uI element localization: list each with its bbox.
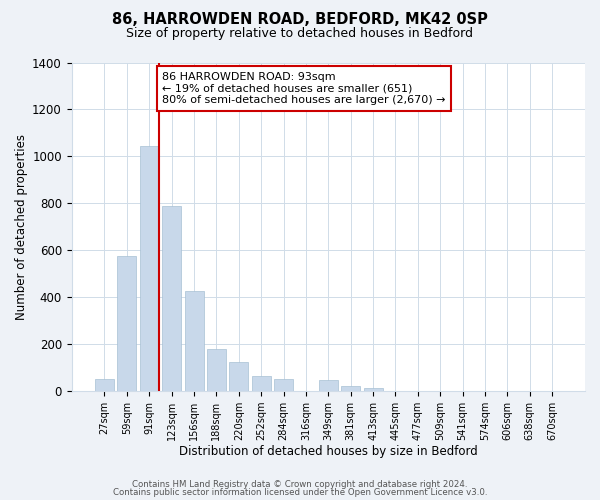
Bar (95, 380, 114, 391)
Y-axis label: Number of detached properties: Number of detached properties (15, 134, 28, 320)
Bar (185, 292, 203, 391)
Bar (319, 380, 338, 391)
Bar (162, 206, 181, 391)
Bar (140, 146, 159, 391)
Bar (251, 376, 271, 391)
X-axis label: Distribution of detached houses by size in Bedford: Distribution of detached houses by size … (179, 444, 478, 458)
Text: Contains public sector information licensed under the Open Government Licence v3: Contains public sector information licen… (113, 488, 487, 497)
Bar (364, 388, 383, 391)
Text: Contains HM Land Registry data © Crown copyright and database right 2024.: Contains HM Land Registry data © Crown c… (132, 480, 468, 489)
Bar (274, 380, 293, 391)
Bar (207, 349, 226, 391)
Text: Size of property relative to detached houses in Bedford: Size of property relative to detached ho… (127, 28, 473, 40)
Text: 86 HARROWDEN ROAD: 93sqm
← 19% of detached houses are smaller (651)
80% of semi-: 86 HARROWDEN ROAD: 93sqm ← 19% of detach… (162, 72, 446, 105)
Bar (118, 256, 136, 391)
Bar (229, 362, 248, 391)
Text: 86, HARROWDEN ROAD, BEDFORD, MK42 0SP: 86, HARROWDEN ROAD, BEDFORD, MK42 0SP (112, 12, 488, 28)
Bar (341, 386, 360, 391)
